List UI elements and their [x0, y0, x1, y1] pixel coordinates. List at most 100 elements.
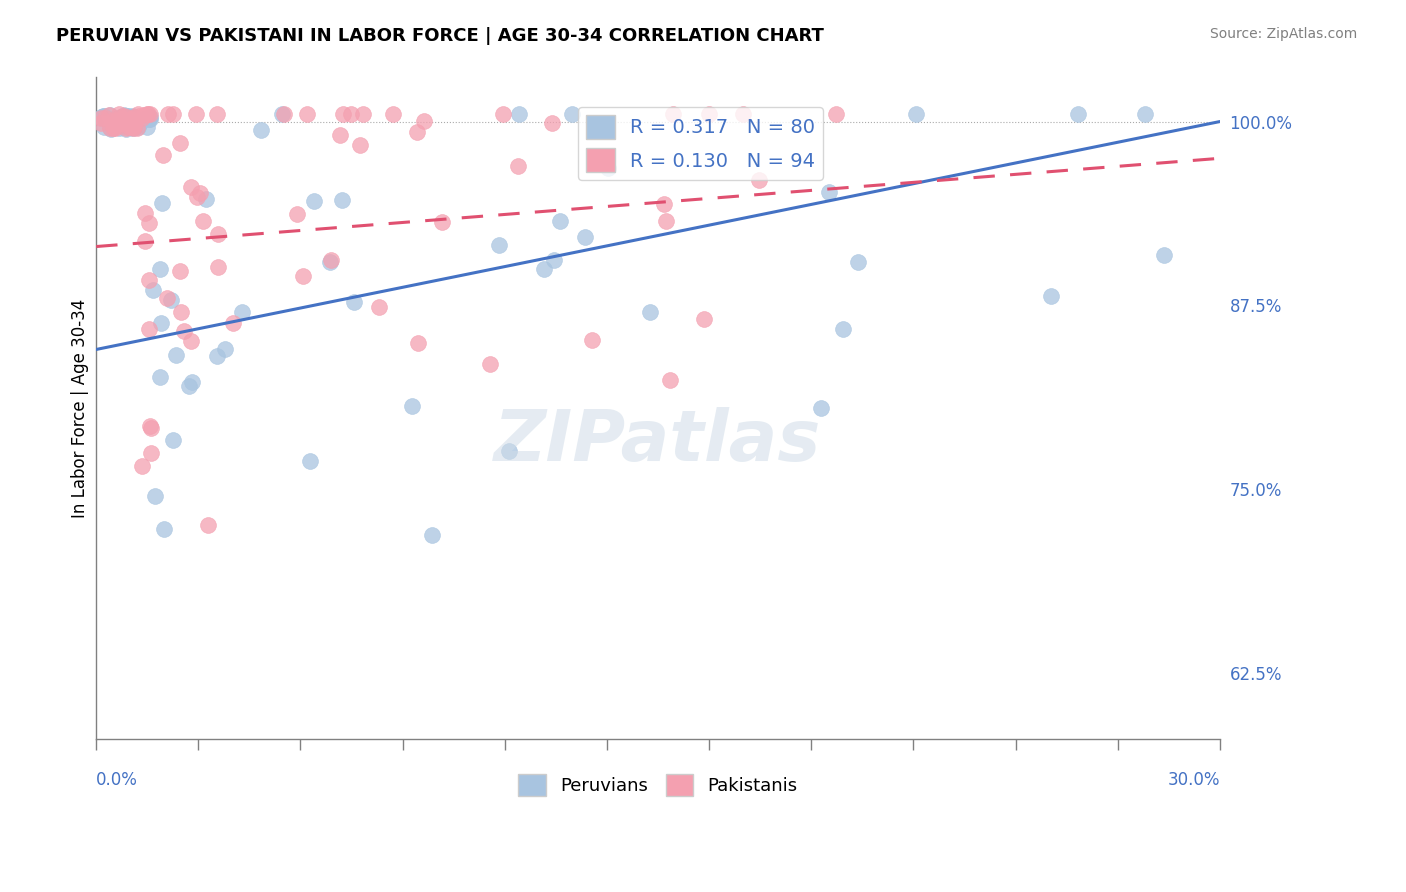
Point: [214, 342, 236, 356]
Point: [904, 107, 927, 121]
Point: [135, 120, 157, 134]
Point: [222, 316, 245, 330]
Point: [1066, 107, 1088, 121]
Point: [818, 185, 841, 199]
Point: [121, 120, 143, 135]
Legend: Peruvians, Pakistanis: Peruvians, Pakistanis: [512, 766, 804, 803]
Point: [1133, 107, 1156, 121]
Point: [731, 107, 754, 121]
Point: [120, 112, 142, 126]
Point: [381, 107, 404, 121]
Point: [118, 120, 141, 134]
Point: [1153, 247, 1175, 261]
Point: [652, 196, 675, 211]
Point: [332, 107, 354, 121]
Point: [134, 206, 156, 220]
Point: [108, 111, 131, 125]
Point: [112, 109, 135, 123]
Point: [143, 489, 166, 503]
Point: [90, 116, 112, 130]
Point: [302, 194, 325, 208]
Point: [127, 117, 149, 131]
Point: [598, 161, 620, 175]
Point: [574, 230, 596, 244]
Point: [508, 107, 530, 121]
Point: [138, 322, 160, 336]
Point: [340, 107, 363, 121]
Point: [127, 120, 149, 134]
Point: [100, 119, 122, 133]
Point: [271, 107, 294, 121]
Text: 30.0%: 30.0%: [1167, 772, 1220, 789]
Point: [832, 322, 855, 336]
Point: [498, 444, 520, 458]
Point: [100, 114, 122, 128]
Point: [127, 121, 149, 136]
Point: [157, 107, 180, 121]
Point: [100, 121, 122, 136]
Point: [406, 336, 429, 351]
Point: [162, 107, 184, 121]
Point: [103, 113, 125, 128]
Point: [122, 117, 145, 131]
Point: [810, 401, 832, 415]
Point: [319, 253, 342, 268]
Point: [90, 110, 112, 124]
Y-axis label: In Labor Force | Age 30-34: In Labor Force | Age 30-34: [72, 299, 89, 518]
Point: [191, 214, 214, 228]
Text: 0.0%: 0.0%: [96, 772, 138, 789]
Point: [197, 517, 219, 532]
Point: [131, 111, 153, 125]
Point: [97, 117, 120, 131]
Point: [430, 215, 453, 229]
Point: [134, 108, 156, 122]
Point: [112, 108, 135, 122]
Point: [1040, 289, 1063, 303]
Text: Source: ZipAtlas.com: Source: ZipAtlas.com: [1209, 27, 1357, 41]
Point: [533, 261, 555, 276]
Point: [207, 260, 229, 274]
Point: [194, 192, 217, 206]
Point: [93, 109, 115, 123]
Point: [162, 433, 184, 447]
Point: [508, 159, 530, 173]
Point: [699, 107, 721, 121]
Point: [128, 113, 150, 128]
Point: [120, 116, 142, 130]
Point: [107, 112, 129, 126]
Point: [179, 379, 201, 393]
Point: [98, 120, 121, 135]
Point: [138, 272, 160, 286]
Point: [170, 305, 193, 319]
Point: [180, 179, 202, 194]
Point: [105, 113, 128, 128]
Point: [285, 206, 308, 220]
Point: [134, 234, 156, 248]
Point: [581, 333, 603, 347]
Point: [122, 109, 145, 123]
Point: [138, 112, 160, 127]
Point: [94, 111, 117, 125]
Point: [134, 112, 156, 127]
Point: [124, 120, 146, 135]
Point: [98, 108, 121, 122]
Point: [139, 420, 162, 434]
Point: [173, 324, 195, 338]
Point: [169, 263, 191, 277]
Point: [169, 136, 191, 150]
Point: [135, 107, 157, 121]
Point: [149, 370, 172, 384]
Point: [159, 293, 181, 307]
Point: [492, 107, 515, 121]
Point: [115, 121, 138, 136]
Point: [205, 349, 228, 363]
Point: [543, 253, 565, 268]
Point: [93, 120, 115, 135]
Point: [122, 120, 145, 135]
Point: [180, 334, 202, 348]
Point: [150, 317, 173, 331]
Point: [413, 113, 436, 128]
Point: [108, 120, 131, 135]
Point: [150, 196, 173, 211]
Point: [117, 120, 139, 134]
